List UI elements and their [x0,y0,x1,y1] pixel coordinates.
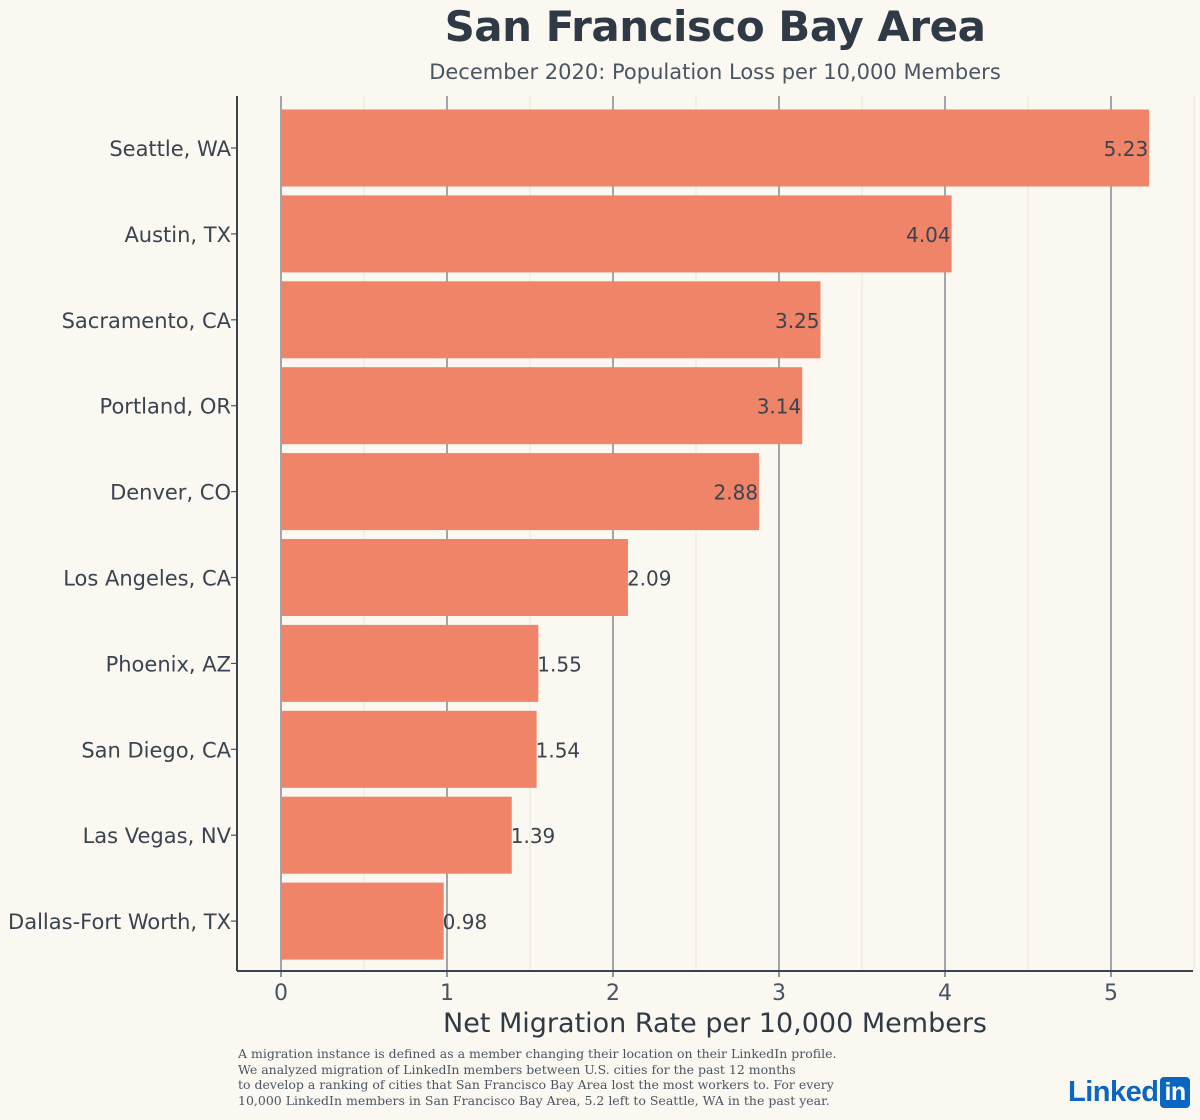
bars [281,109,1150,960]
logo-in-box: in [1160,1077,1190,1108]
data-label: 3.14 [757,395,802,419]
y-tick-label: Austin, TX [124,223,231,247]
footnote-line: 10,000 LinkedIn members in San Francisco… [238,1092,830,1108]
y-tick-label: Las Vegas, NV [83,824,232,848]
x-tick-label: 3 [772,981,786,1006]
x-axis-title: Net Migration Rate per 10,000 Members [443,1008,987,1039]
chart-subtitle: December 2020: Population Loss per 10,00… [429,60,1001,84]
y-tick-label: Sacramento, CA [62,309,232,333]
data-label: 1.54 [536,738,581,762]
bar [281,453,760,531]
x-tick-label: 4 [938,981,952,1006]
y-tick-label: Phoenix, AZ [106,652,231,676]
bar [281,882,444,960]
x-tick-label: 1 [440,981,454,1006]
bar [281,539,628,616]
bar [281,624,539,702]
axes [231,96,1193,977]
y-tick-label: Los Angeles, CA [63,567,231,591]
y-tick-label: Dallas-Fort Worth, TX [8,910,231,934]
footnote-line: We analyzed migration of LinkedIn member… [238,1061,796,1077]
data-label: 1.39 [511,824,556,848]
bar [281,195,952,273]
bar [281,281,821,359]
bar [281,109,1150,187]
y-tick-label: Portland, OR [100,395,231,419]
data-label: 3.25 [775,309,820,333]
bar [281,710,537,788]
data-label: 1.55 [537,652,582,676]
linkedin-logo: Linked in [1068,1076,1190,1109]
data-label: 0.98 [443,910,488,934]
x-tick-label: 5 [1104,981,1118,1006]
chart-title: San Francisco Bay Area [444,2,986,51]
footnote: A migration instance is defined as a mem… [238,1046,918,1108]
data-label: 2.88 [714,481,759,505]
footnote-line: A migration instance is defined as a mem… [238,1046,837,1061]
y-tick-label: San Diego, CA [81,738,231,762]
data-label: 5.23 [1104,137,1149,161]
y-tick-label: Denver, CO [110,481,231,505]
data-label: 4.04 [906,223,951,247]
bar-chart: 0 1 2 3 4 5 Seattle, WA 5.23 Austin, TX 4.04 Sacra… [8,96,1195,1039]
labels: 0 1 2 3 4 5 Seattle, WA 5.23 Austin, TX 4.04 Sacra… [8,137,1148,1039]
bar [281,367,803,445]
bar [281,796,512,874]
data-label: 2.09 [627,567,672,591]
x-tick-label: 0 [274,981,288,1006]
y-tick-label: Seattle, WA [109,137,231,161]
footnote-line: to develop a ranking of cities that San … [238,1077,834,1092]
logo-word: Linked [1068,1076,1159,1108]
x-tick-label: 2 [606,981,620,1006]
